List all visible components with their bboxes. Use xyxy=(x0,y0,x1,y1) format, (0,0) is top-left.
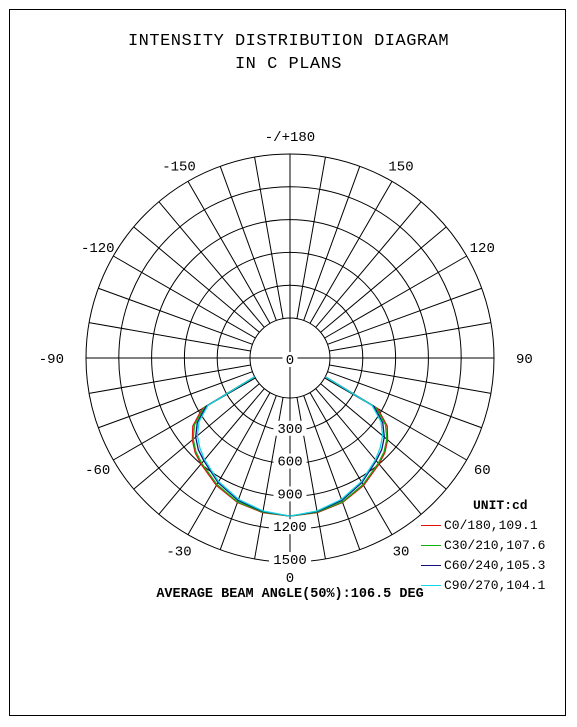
intensity-curve xyxy=(196,376,384,517)
grid-spoke xyxy=(296,157,326,319)
grid-spoke xyxy=(133,226,260,333)
grid-ring xyxy=(249,317,331,399)
grid-spoke xyxy=(254,157,284,319)
radial-label-bg xyxy=(273,453,307,469)
angle-label: 30 xyxy=(393,544,410,560)
legend-swatch xyxy=(421,585,441,587)
radial-label: 600 xyxy=(277,455,302,471)
legend-unit: UNIT:cd xyxy=(473,498,528,513)
radial-label-bg xyxy=(269,519,311,535)
radial-label: 900 xyxy=(277,487,302,503)
angle-label: -30 xyxy=(166,544,191,560)
angle-label: -/+180 xyxy=(265,130,315,146)
grid-spoke xyxy=(187,392,271,535)
grid-spoke xyxy=(327,287,482,345)
legend-entry: C60/240,105.3 xyxy=(421,556,571,576)
grid-spoke xyxy=(89,364,251,394)
grid-spoke xyxy=(324,377,467,461)
angle-label: -60 xyxy=(85,463,110,479)
angle-label: -120 xyxy=(81,241,115,257)
grid-spoke xyxy=(89,322,251,352)
grid-spoke xyxy=(303,166,361,321)
grid-spoke xyxy=(315,201,422,328)
angle-label: 150 xyxy=(388,160,413,176)
grid-spoke xyxy=(315,388,422,515)
radial-label: 1500 xyxy=(273,553,307,569)
grid-spoke xyxy=(133,383,260,490)
grid-spoke xyxy=(158,201,265,328)
diagram-title: INTENSITY DISTRIBUTION DIAGRAM IN C PLAN… xyxy=(0,30,577,76)
legend-swatch xyxy=(421,565,441,567)
legend-label: C90/270,104.1 xyxy=(444,578,546,593)
grid-spoke xyxy=(329,322,491,352)
angle-label: 60 xyxy=(474,463,491,479)
radial-label-bg xyxy=(282,352,298,367)
grid-spoke xyxy=(98,371,253,429)
beam-angle-text: AVERAGE BEAM ANGLE(50%):106.5 DEG xyxy=(156,587,424,602)
legend-entry: C0/180,109.1 xyxy=(421,516,571,536)
legend-label: C30/210,107.6 xyxy=(444,538,546,553)
angle-label: 90 xyxy=(516,352,533,368)
angle-label: -150 xyxy=(162,160,196,176)
grid-spoke xyxy=(303,395,361,550)
legend-swatch xyxy=(421,525,441,527)
grid-spoke xyxy=(309,392,393,535)
grid-spoke xyxy=(327,371,482,429)
grid-spoke xyxy=(324,255,467,339)
radial-label: 1200 xyxy=(273,520,307,536)
grid-spoke xyxy=(320,226,447,333)
angle-label-bottom: 0 xyxy=(286,571,294,587)
legend-swatch xyxy=(421,545,441,547)
grid-spoke xyxy=(329,364,491,394)
axis-labels: 0 300 600 900 1200 1500 0 -/+180 150 -150 120 -120 9… xyxy=(39,130,533,587)
title-line-2: IN C PLANS xyxy=(234,55,343,74)
grid-spoke xyxy=(158,388,265,515)
radial-label: 0 xyxy=(286,353,294,369)
title-line-1: INTENSITY DISTRIBUTION DIAGRAM xyxy=(127,32,450,51)
angle-label: -90 xyxy=(39,352,64,368)
legend-label: C0/180,109.1 xyxy=(444,518,538,533)
grid-spoke xyxy=(113,255,256,339)
radial-label-bg xyxy=(273,420,307,436)
legend-label: C60/240,105.3 xyxy=(444,558,546,573)
grid-spoke xyxy=(98,287,253,345)
legend: UNIT:cd C0/180,109.1 C30/210,107.6 C60/240… xyxy=(421,496,571,596)
intensity-curves xyxy=(191,376,389,517)
grid-spoke xyxy=(219,395,277,550)
legend-entry: C90/270,104.1 xyxy=(421,576,571,596)
angle-label: 120 xyxy=(470,241,495,257)
grid-spoke xyxy=(309,181,393,324)
radial-label: 300 xyxy=(277,422,302,438)
grid-spoke xyxy=(113,377,256,461)
grid-spoke xyxy=(187,181,271,324)
radial-label-bg xyxy=(273,486,307,502)
grid-spoke xyxy=(219,166,277,321)
legend-entry: C30/210,107.6 xyxy=(421,536,571,556)
grid-spoke xyxy=(320,383,447,490)
radial-label-bg xyxy=(269,552,311,567)
legend-rows: C0/180,109.1 C30/210,107.6 C60/240,105.3 C9… xyxy=(421,516,571,596)
